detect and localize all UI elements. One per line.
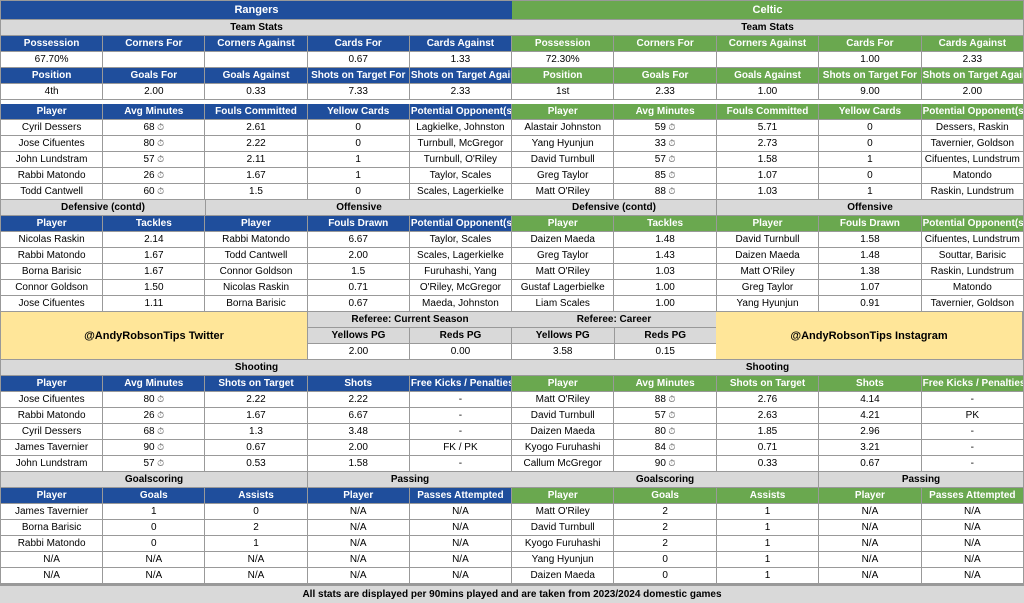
team-header: Celtic: [512, 1, 1023, 20]
promo-box: @AndyRobsonTips Twitter: [1, 312, 308, 360]
footer-note: All stats are displayed per 90mins playe…: [0, 585, 1024, 603]
promo-box: @AndyRobsonTips Instagram: [716, 312, 1023, 360]
rangers-side: RangersTeam StatsPossessionCorners ForCo…: [1, 1, 512, 584]
main-container: RangersTeam StatsPossessionCorners ForCo…: [0, 0, 1024, 585]
team-header: Rangers: [1, 1, 512, 20]
celtic-side: CelticTeam StatsPossessionCorners ForCor…: [512, 1, 1023, 584]
